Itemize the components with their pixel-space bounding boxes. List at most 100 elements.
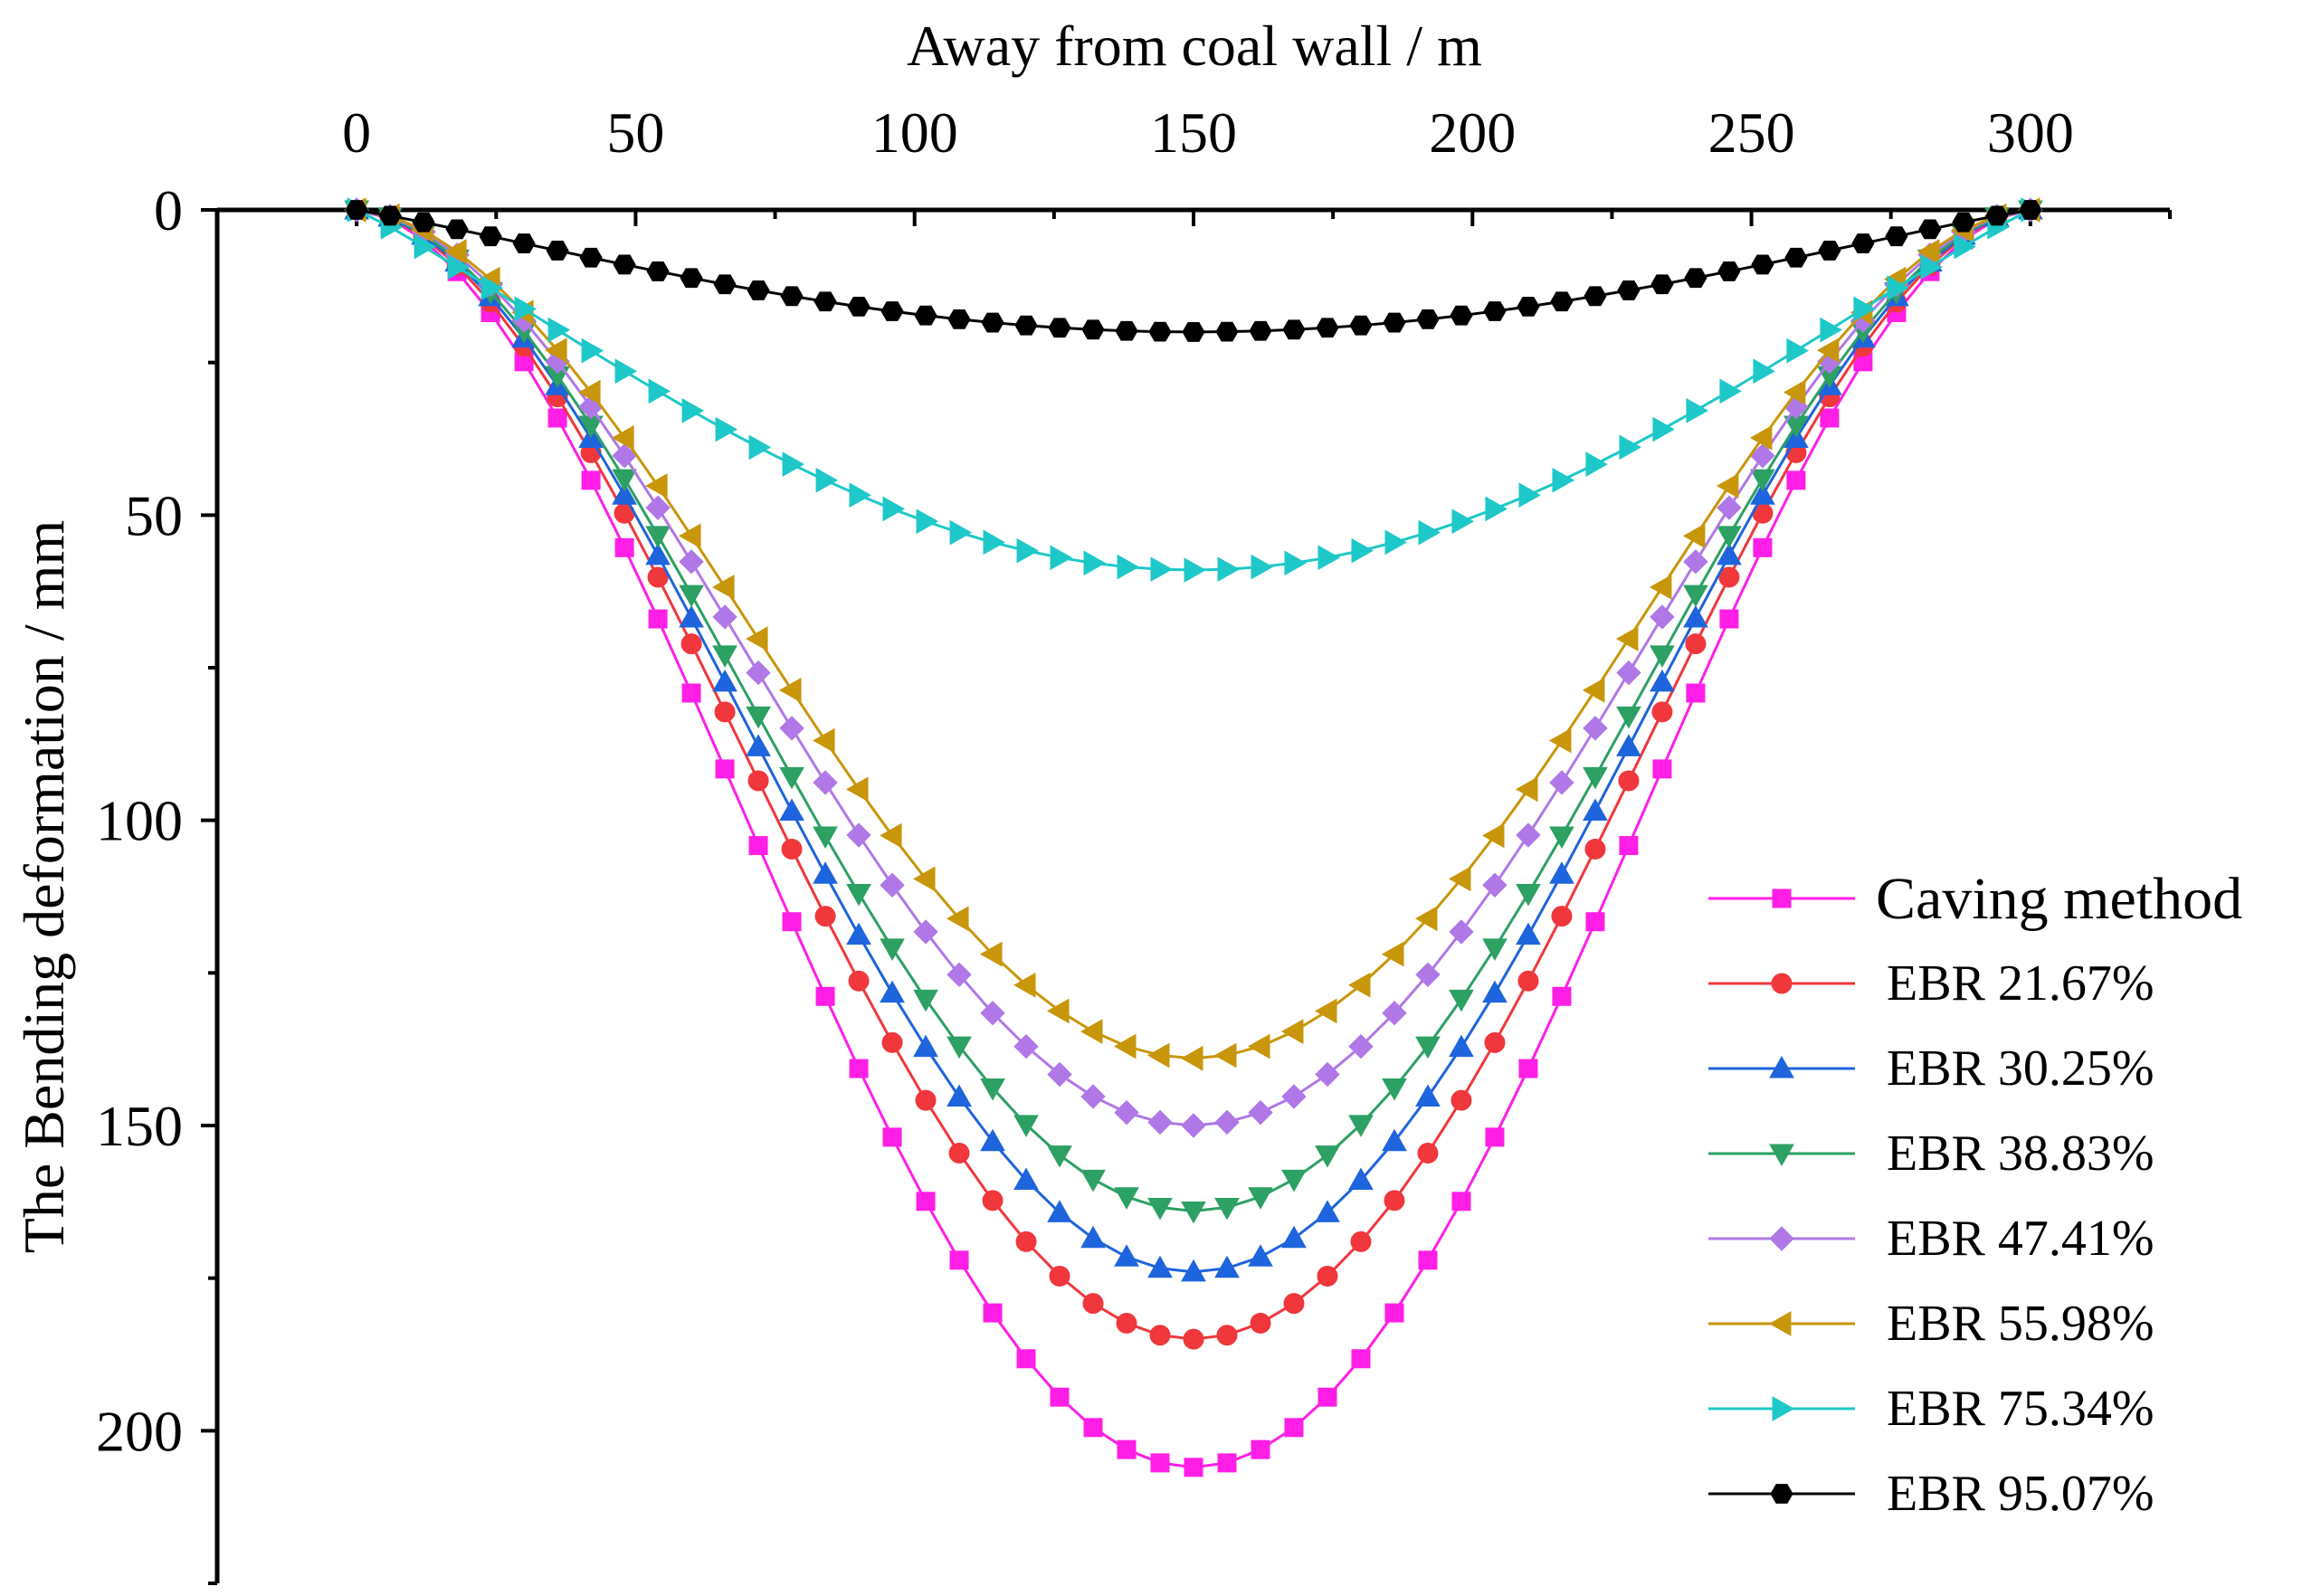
data-point (1150, 1453, 1170, 1473)
data-point (648, 378, 671, 404)
data-point (1450, 305, 1473, 326)
data-point (1652, 416, 1675, 442)
data-point (1150, 556, 1174, 583)
data-point (1418, 519, 1441, 546)
data-point (780, 286, 804, 307)
data-point (1516, 884, 1541, 907)
data-point (1217, 1453, 1237, 1473)
data-point (1952, 212, 1975, 233)
axes: 0 50 100 150 200 250 300 0 50 100 150 200 (96, 100, 2172, 1585)
data-point (748, 434, 772, 461)
data-point (1384, 529, 1407, 556)
data-point (1047, 1200, 1072, 1222)
data-point (1214, 1198, 1240, 1221)
data-point (1080, 1084, 1106, 1109)
data-point (1351, 1349, 1371, 1369)
data-point (1717, 261, 1741, 281)
data-point (1750, 443, 1775, 469)
data-point (1451, 1089, 1472, 1111)
legend-marker (1772, 1396, 1795, 1421)
data-point (913, 1034, 938, 1058)
data-point (345, 200, 368, 220)
data-point (714, 701, 736, 723)
data-point (946, 962, 972, 987)
data-point (1116, 1312, 1137, 1334)
data-point (1249, 320, 1272, 341)
data-point (648, 609, 668, 629)
series-ebr-95-07- (345, 200, 2042, 342)
data-point (913, 989, 938, 1012)
data-point (947, 309, 971, 329)
data-point (1820, 317, 1842, 343)
data-point (1415, 962, 1441, 987)
data-point (1113, 1033, 1137, 1059)
data-point (880, 872, 905, 898)
x-tick-label: 0 (342, 100, 371, 165)
legend-label: EBR 47.41% (1887, 1211, 2155, 1267)
legend-item: EBR 38.83% (1708, 1126, 2155, 1182)
data-point (1047, 998, 1070, 1024)
data-point (479, 226, 502, 247)
data-point (1650, 274, 1674, 295)
data-point (1686, 683, 1706, 703)
data-point (715, 416, 738, 442)
data-point (1416, 309, 1440, 329)
x-tick-label: 50 (606, 100, 664, 165)
data-point (1582, 678, 1605, 703)
data-point (445, 219, 469, 240)
data-point (847, 296, 870, 317)
data-point (1485, 1127, 1505, 1147)
data-point (613, 254, 636, 275)
data-point (1417, 1143, 1439, 1164)
data-point (680, 633, 702, 655)
data-point (1180, 1045, 1203, 1071)
data-point (579, 247, 603, 268)
data-point (1184, 557, 1207, 583)
data-point (946, 906, 969, 932)
data-point (1583, 766, 1608, 790)
data-point (1016, 1349, 1036, 1369)
data-point (1549, 770, 1574, 795)
data-point (1013, 972, 1036, 998)
data-point (1719, 378, 1742, 404)
data-point (1918, 219, 1942, 240)
data-point (1615, 626, 1639, 651)
data-point (1783, 379, 1806, 405)
data-point (779, 716, 804, 741)
data-point (1317, 545, 1340, 571)
x-axis-label: Away from coal wall / m (907, 14, 1482, 78)
data-point (512, 233, 536, 253)
data-point (1619, 434, 1641, 461)
data-point (1314, 998, 1337, 1024)
data-point (1786, 470, 1806, 490)
data-point (646, 261, 670, 281)
data-point (746, 660, 771, 686)
data-point (1317, 1387, 1337, 1407)
data-point (1750, 469, 1775, 492)
legend-label: EBR 55.98% (1887, 1296, 2155, 1352)
data-point (1146, 1042, 1170, 1069)
data-point (1384, 1190, 1405, 1211)
data-point (1482, 872, 1508, 898)
data-point (1548, 727, 1572, 754)
data-point (614, 537, 634, 557)
data-point (981, 312, 1004, 333)
data-point (747, 770, 769, 792)
data-point (2019, 200, 2042, 220)
legend-item: EBR 30.25% (1708, 1040, 2155, 1097)
data-point (1282, 319, 1306, 340)
data-point (815, 467, 839, 493)
data-point (480, 275, 504, 300)
data-point (1083, 1418, 1103, 1438)
legend-label: EBR 38.83% (1887, 1126, 2155, 1182)
y-tick-label: 200 (96, 1399, 183, 1463)
data-point (914, 305, 937, 326)
data-point (1650, 604, 1675, 630)
data-point (1147, 1255, 1173, 1278)
data-point (1516, 822, 1541, 848)
data-point (1718, 566, 1740, 588)
data-point (1484, 1031, 1506, 1053)
data-point (746, 626, 768, 651)
data-point (848, 970, 870, 992)
data-point (849, 1059, 869, 1078)
